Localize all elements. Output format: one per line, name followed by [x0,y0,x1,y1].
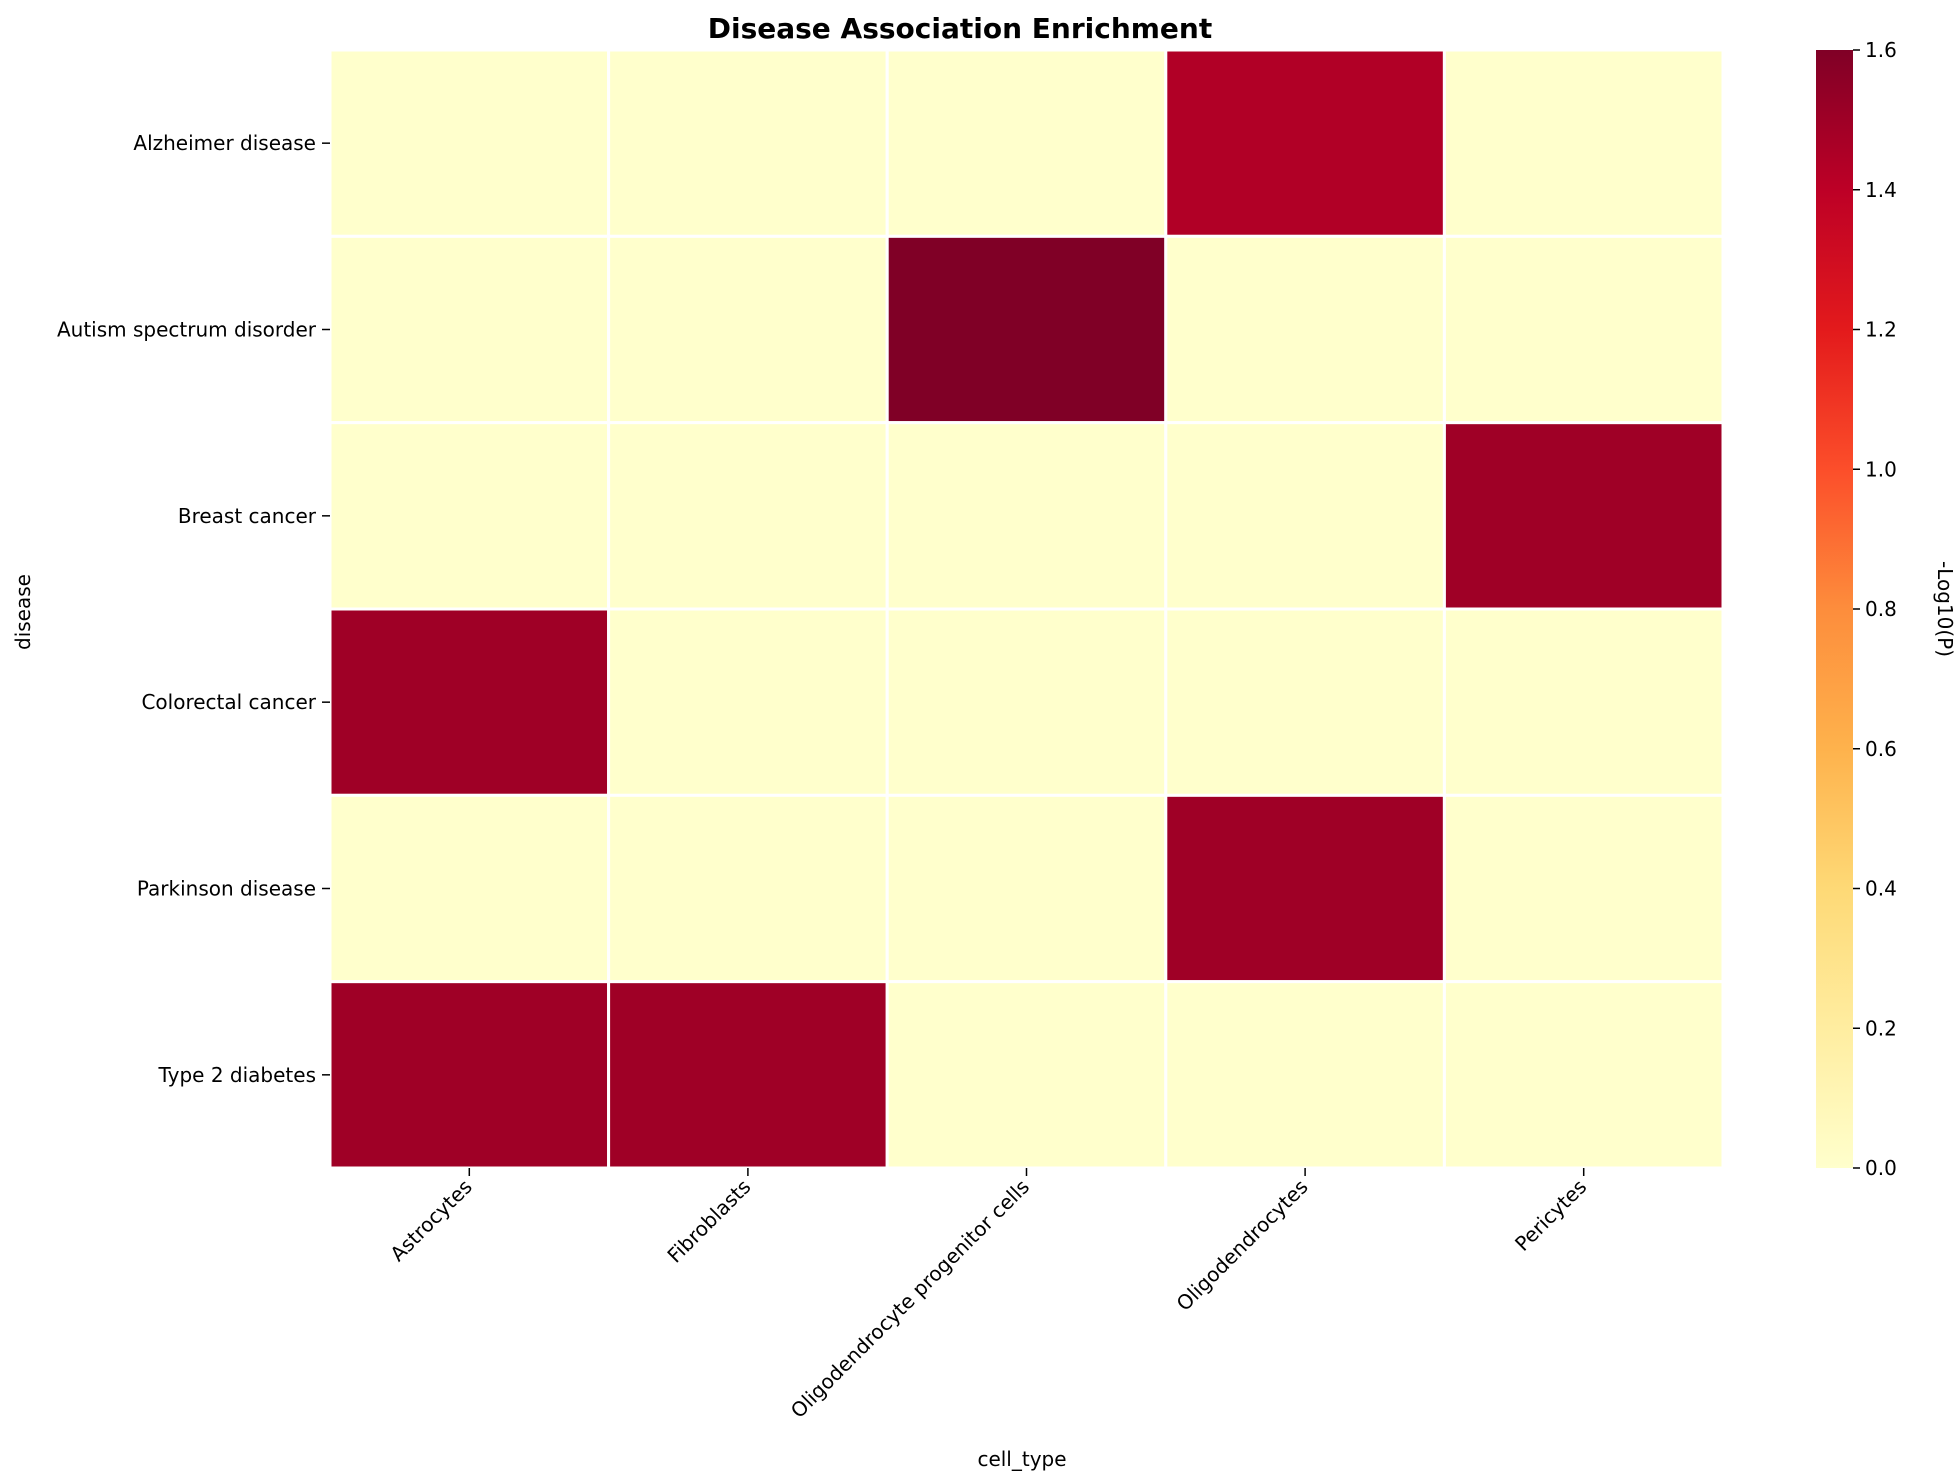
heatmap-cell [1164,607,1446,797]
heatmap-cell [607,234,889,425]
colorbar-tick-label: 0.8 [1865,597,1897,621]
colorbar-tick-label: 0.4 [1865,877,1897,901]
heatmap-cell [1164,980,1446,1170]
y-tick-label: Alzheimer disease [133,131,316,155]
heatmap-cell [328,793,611,984]
heatmap-cell [1442,234,1725,425]
y-axis-ticks: Alzheimer disease Autism spectrum disorde… [57,131,330,1087]
colorbar-tick-label: 1.2 [1865,318,1897,342]
x-tick-label: Fibroblasts [662,1175,755,1268]
colorbar-tick-label: 1.6 [1865,38,1897,62]
heatmap-cell [607,421,889,611]
colorbar-tick-label: 1.0 [1865,457,1897,481]
heatmap-cell [328,48,611,238]
y-tick-label: Breast cancer [178,504,317,528]
x-tick-label: Oligodendrocytes [1172,1175,1313,1316]
heatmap-cell [328,421,611,611]
heatmap-cell [885,980,1168,1170]
y-tick-label: Type 2 diabetes [158,1063,316,1087]
heatmap-cells [328,48,1725,1170]
x-tick-label: Oligodendrocyte progenitor cells [786,1175,1034,1423]
heatmap-cell [1164,421,1446,611]
y-tick-label: Parkinson disease [137,877,316,901]
colorbar-tick-label: 1.4 [1865,178,1897,202]
y-tick-label: Colorectal cancer [141,690,316,714]
colorbar [1816,50,1853,1168]
x-tick-label: Astrocytes [385,1175,476,1266]
x-axis-label: cell_type [977,1447,1066,1471]
heatmap-cell [1442,980,1725,1170]
heatmap-cell [607,980,889,1170]
heatmap-cell [607,607,889,797]
colorbar-ticks: 0.0 0.2 0.4 0.6 0.8 1.0 1.2 1.4 1.6 [1853,38,1897,1180]
heatmap-cell [607,48,889,238]
y-tick-label: Autism spectrum disorder [57,318,317,342]
heatmap-cell [1164,234,1446,425]
colorbar-label: -Log10(P) [1933,561,1955,657]
x-axis-ticks: Astrocytes Fibroblasts Oligodendrocyte pro… [385,1168,1591,1423]
heatmap-cell [1442,421,1725,611]
x-tick-label: Pericytes [1510,1175,1591,1256]
chart-title: Disease Association Enrichment [708,12,1213,45]
heatmap-cell [885,421,1168,611]
heatmap-cell [1442,793,1725,984]
heatmap-cell [328,234,611,425]
heatmap-cell [885,607,1168,797]
heatmap-cell [885,234,1168,425]
heatmap-cell [885,793,1168,984]
heatmap-cell [607,793,889,984]
y-axis-label: disease [11,574,35,650]
heatmap-cell [1442,607,1725,797]
colorbar-tick-label: 0.2 [1865,1016,1897,1040]
heatmap-cell [328,607,611,797]
heatmap-cell [1164,48,1446,238]
colorbar-tick-label: 0.6 [1865,737,1897,761]
heatmap-cell [328,980,611,1170]
colorbar-tick-label: 0.0 [1865,1156,1897,1180]
heatmap-cell [885,48,1168,238]
heatmap-cell [1442,48,1725,238]
heatmap-cell [1164,793,1446,984]
